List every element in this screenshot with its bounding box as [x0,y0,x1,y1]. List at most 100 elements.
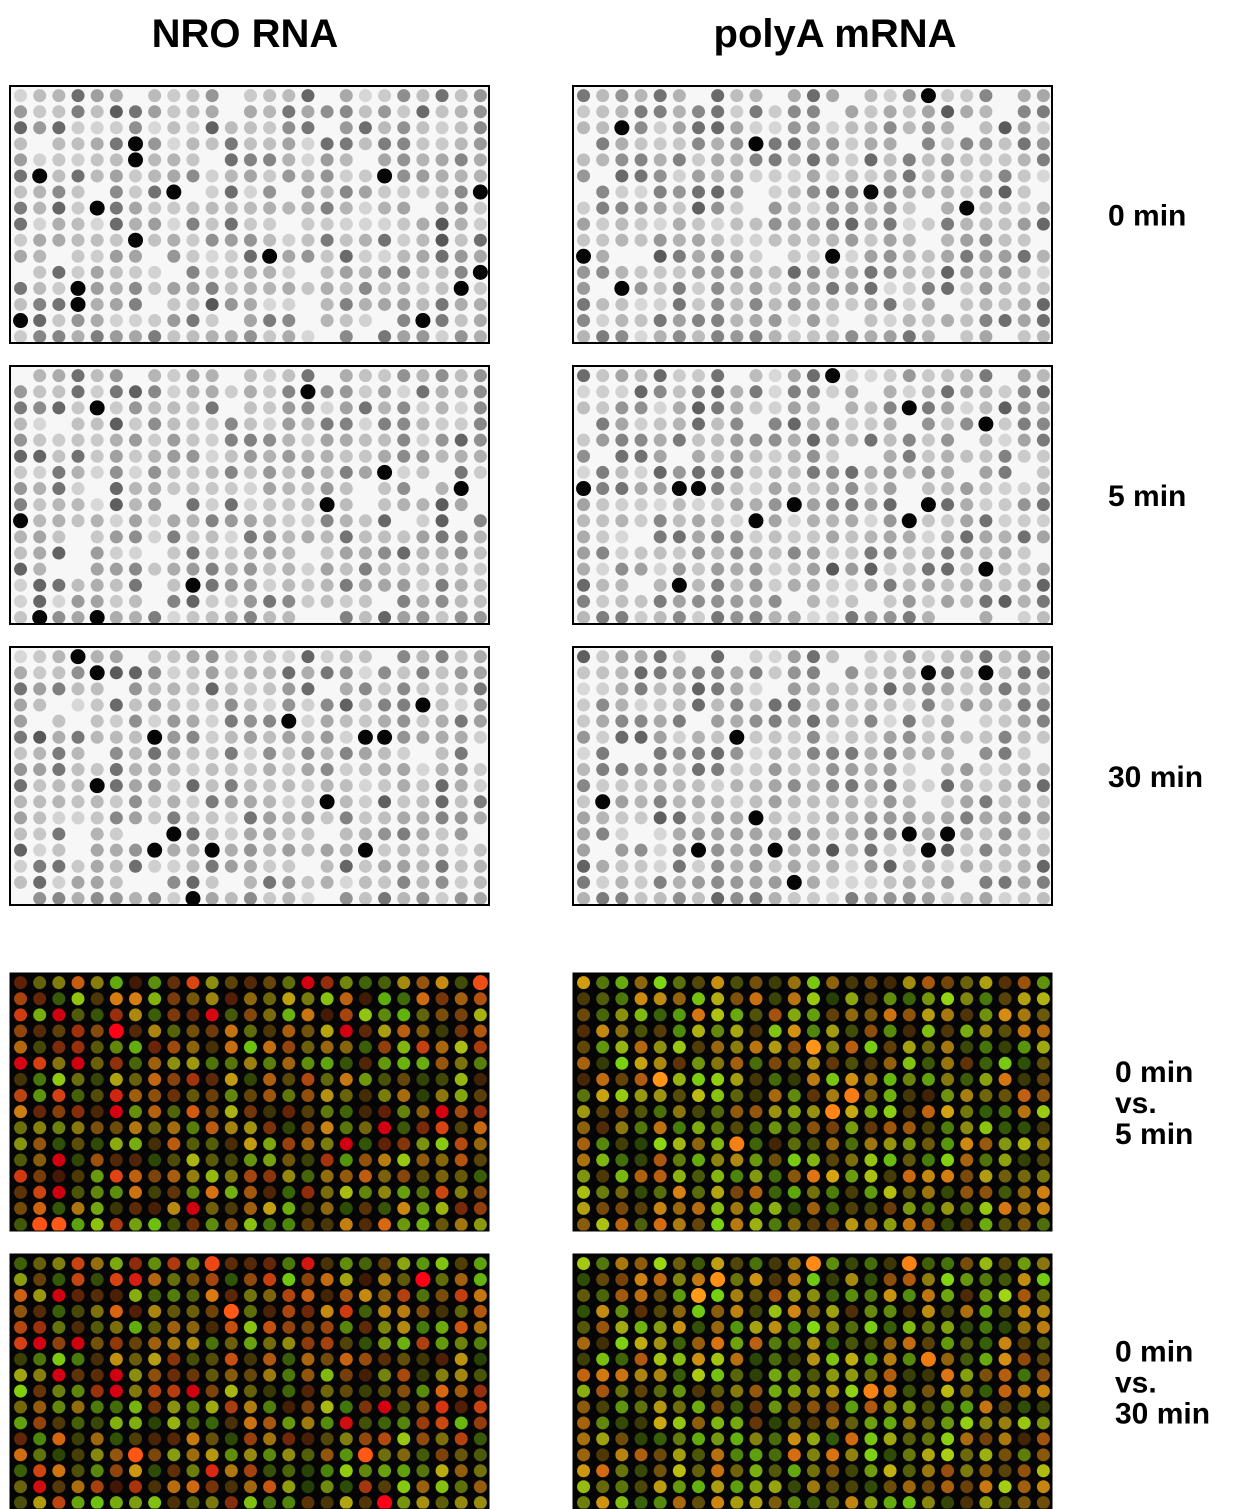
spot [845,466,858,479]
spot [615,811,628,824]
spot [711,1218,724,1231]
array-panel [573,973,1052,1231]
spot [615,89,628,102]
spot [999,1337,1012,1350]
spot [359,650,372,663]
spot [148,1480,161,1493]
spot [769,202,782,215]
spot [615,466,628,479]
spot [1037,498,1050,511]
spot [244,844,257,857]
spot [673,1025,686,1038]
spot [52,611,65,624]
spot [263,121,276,134]
spot [979,89,992,102]
spot [635,731,648,744]
spot [864,369,877,382]
spot [129,715,142,728]
spot [263,466,276,479]
spot [244,666,257,679]
spot [33,105,46,118]
spot [596,1186,609,1199]
spot [596,89,609,102]
spot [1018,121,1031,134]
spot [263,1218,276,1231]
spot [378,1121,391,1134]
spot [922,976,935,989]
spot [654,650,667,663]
spot [903,282,916,295]
spot [730,330,743,343]
spot [979,811,992,824]
spot [378,450,391,463]
spot [1018,1385,1031,1398]
spot [397,844,410,857]
spot [788,1464,801,1477]
spot [129,1137,142,1150]
spot [979,876,992,889]
spot [282,1057,295,1070]
spot [52,1202,65,1215]
spot [206,330,219,343]
spot [225,153,238,166]
spot [654,1432,667,1445]
spot [33,828,46,841]
spot [903,330,916,343]
spot [941,650,954,663]
spot [807,666,820,679]
spot [845,1073,858,1086]
spot [1037,779,1050,792]
spot [340,779,353,792]
spot [378,498,391,511]
spot [340,1105,353,1118]
spot [110,1137,123,1150]
spot [635,482,648,495]
spot [52,860,65,873]
spot [941,1321,954,1334]
spot [730,89,743,102]
spot [52,202,65,215]
spot [864,418,877,431]
spot [845,595,858,608]
spot [300,384,315,399]
spot [282,1273,295,1286]
spot [673,1137,686,1150]
spot [110,1353,123,1366]
spot [148,1073,161,1086]
spot [72,1154,85,1167]
spot [635,1480,648,1493]
spot [788,330,801,343]
spot [263,650,276,663]
spot [186,1105,199,1118]
spot [960,314,973,327]
spot [206,747,219,760]
spot [321,563,334,576]
spot [263,1480,276,1493]
spot [455,530,468,543]
spot [52,1121,65,1134]
spot [14,1073,27,1086]
spot [263,1057,276,1070]
spot [436,992,449,1005]
spot [474,611,487,624]
spot [91,1257,104,1270]
spot [14,530,27,543]
spot [321,218,334,231]
spot [359,314,372,327]
spot [577,892,590,905]
spot [692,298,705,311]
spot [321,282,334,295]
spot [474,763,487,776]
spot [110,218,123,231]
spot [436,1305,449,1318]
spot [826,595,839,608]
spot [711,234,724,247]
spot [301,1073,314,1086]
spot [244,1273,257,1286]
spot [455,1321,468,1334]
spot [206,434,219,447]
spot [455,579,468,592]
spot [1018,682,1031,695]
spot [263,1008,276,1021]
spot [769,1448,782,1461]
